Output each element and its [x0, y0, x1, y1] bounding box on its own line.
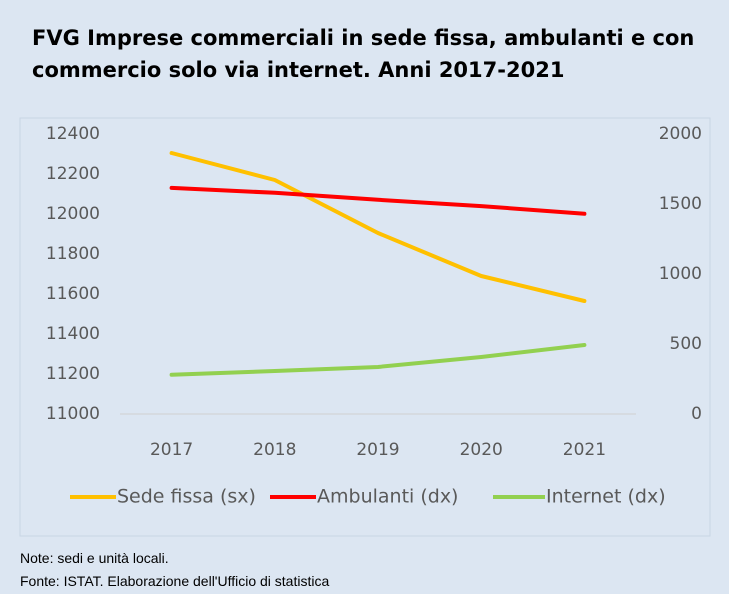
x-tick-label: 2020 — [460, 440, 503, 460]
legend-label: Internet (dx) — [546, 486, 666, 508]
chart-title: FVG Imprese commerciali in sede fissa, a… — [32, 26, 695, 82]
y2-tick-label: 1500 — [659, 194, 702, 214]
y2-tick-label: 1000 — [659, 264, 702, 284]
plot-panel — [19, 117, 711, 537]
series-line — [169, 151, 587, 303]
series-line — [169, 342, 587, 377]
legend-label: Sede fissa (sx) — [117, 486, 256, 508]
x-tick-label: 2017 — [150, 440, 193, 460]
legend-label: Ambulanti (dx) — [317, 486, 458, 508]
y-tick-label: 11000 — [46, 404, 100, 424]
y-tick-label: 12400 — [46, 124, 100, 144]
series-line — [169, 185, 587, 216]
y-tick-label: 11600 — [46, 284, 100, 304]
y-tick-label: 11200 — [46, 364, 100, 384]
x-tick-label: 2018 — [253, 440, 296, 460]
y-tick-label: 11800 — [46, 244, 100, 264]
y-tick-label: 12000 — [46, 204, 100, 224]
y2-tick-label: 2000 — [659, 124, 702, 144]
y-tick-label: 11400 — [46, 324, 100, 344]
x-tick-label: 2021 — [563, 440, 606, 460]
y2-tick-label: 500 — [670, 334, 702, 354]
y2-tick-label: 0 — [691, 404, 702, 424]
source: Fonte: ISTAT. Elaborazione dell'Ufficio … — [20, 573, 330, 589]
note: Note: sedi e unità locali. — [20, 550, 169, 566]
y-tick-label: 12200 — [46, 164, 100, 184]
x-tick-label: 2019 — [356, 440, 399, 460]
